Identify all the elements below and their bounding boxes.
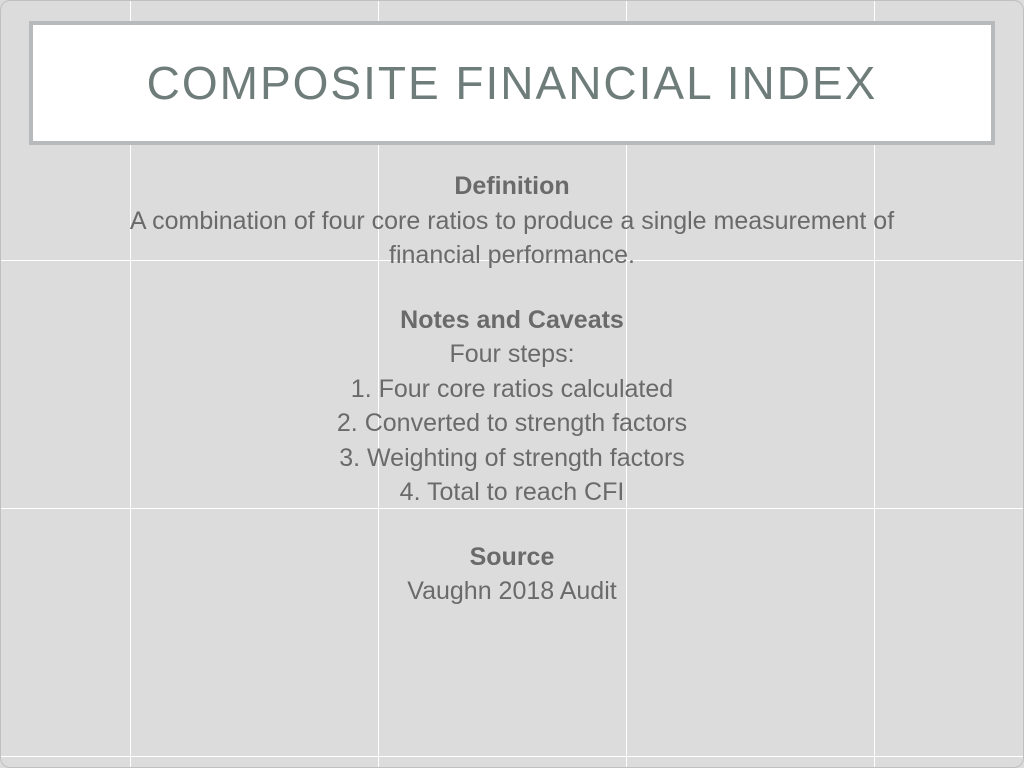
notes-item: 4. Total to reach CFI xyxy=(1,475,1023,510)
slide-title: COMPOSITE FINANCIAL INDEX xyxy=(147,56,878,110)
notes-lead: Four steps: xyxy=(1,337,1023,372)
source-block: Source Vaughn 2018 Audit xyxy=(1,540,1023,609)
definition-text: A combination of four core ratios to pro… xyxy=(102,204,922,273)
slide-body: Definition A combination of four core ra… xyxy=(1,169,1023,609)
definition-block: Definition A combination of four core ra… xyxy=(1,169,1023,273)
notes-item: 3. Weighting of strength factors xyxy=(1,441,1023,476)
notes-heading: Notes and Caveats xyxy=(1,303,1023,338)
slide-frame: COMPOSITE FINANCIAL INDEX Definition A c… xyxy=(0,0,1024,768)
definition-heading: Definition xyxy=(1,169,1023,204)
source-text: Vaughn 2018 Audit xyxy=(1,574,1023,609)
notes-block: Notes and Caveats Four steps: 1. Four co… xyxy=(1,303,1023,510)
source-heading: Source xyxy=(1,540,1023,575)
notes-item: 1. Four core ratios calculated xyxy=(1,372,1023,407)
notes-item: 2. Converted to strength factors xyxy=(1,406,1023,441)
title-box: COMPOSITE FINANCIAL INDEX xyxy=(29,21,995,145)
